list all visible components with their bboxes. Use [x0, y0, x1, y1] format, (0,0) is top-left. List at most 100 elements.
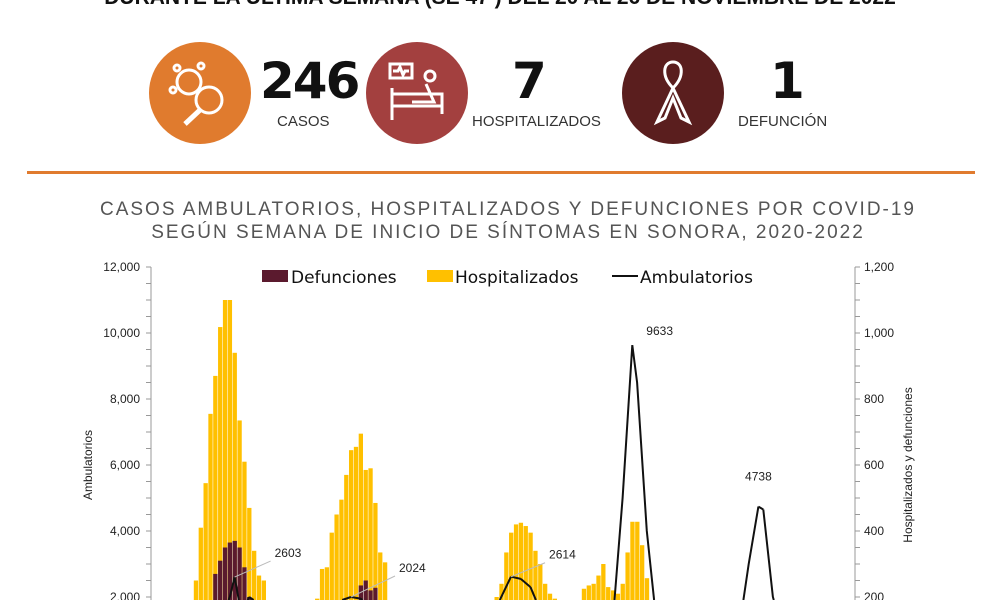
hospitalizados-bar	[640, 545, 645, 600]
hospitalized-badge	[366, 42, 468, 144]
y-tick-label: 2,000	[110, 590, 140, 600]
y2-tick-label: 1,000	[864, 326, 894, 340]
legend-defunciones: Defunciones	[291, 268, 397, 288]
hospitalizados-bar	[324, 567, 330, 600]
hospitalizados-bar	[591, 583, 596, 600]
hospitalizados-bar	[518, 522, 524, 600]
legend: Defunciones Hospitalizados Ambulatorios	[262, 268, 753, 288]
hospitalizados-bar	[368, 468, 373, 600]
hospitalizados-bar	[543, 583, 548, 600]
annotation-leader	[350, 575, 396, 598]
chart-title-line-1: CASOS AMBULATORIOS, HOSPITALIZADOS Y DEF…	[99, 199, 916, 220]
y-tick-label: 8,000	[110, 392, 140, 406]
y2-tick-label: 600	[864, 458, 884, 472]
hospitalizados-bar	[315, 598, 320, 600]
hospitalizados-bar	[353, 446, 359, 600]
virus-magnifier-icon	[168, 61, 224, 126]
legend-hospitalizados: Hospitalizados	[455, 268, 579, 288]
defunciones-bar	[373, 587, 378, 600]
hospitalizados-bar	[208, 413, 213, 600]
hospitalizados-bar	[635, 521, 640, 600]
y2-tick-label: 200	[864, 590, 884, 600]
hospitalizados-bar	[581, 588, 587, 600]
hospitalizados-bar	[606, 587, 611, 600]
deaths-count: 1	[770, 52, 805, 110]
cases-label: CASOS	[277, 113, 330, 130]
hospitalizados-bar	[552, 598, 557, 600]
annotation-label: 2024	[399, 561, 426, 575]
hospital-bed-icon	[388, 62, 444, 120]
chart-title-line-2: SEGÚN SEMANA DE INICIO DE SÍNTOMAS EN SO…	[151, 222, 865, 243]
y2-tick-label: 400	[864, 524, 884, 538]
y2-tick-label: 1,200	[864, 260, 894, 274]
y2-axis-label: Hospitalizados y defunciones	[901, 387, 915, 542]
hospitalizados-bar	[528, 532, 533, 600]
hospitalizados-bar	[596, 575, 601, 600]
hospitalizados-bar	[222, 300, 228, 600]
defunciones-bar	[218, 560, 223, 600]
hospitalizados-bar	[601, 564, 606, 600]
hospitalizados-bar	[339, 499, 344, 600]
hospitalizados-bar	[319, 568, 325, 600]
defunciones-bar	[227, 542, 233, 600]
defunciones-bar	[368, 590, 373, 600]
y-axis-label: Ambulatorios	[81, 430, 95, 500]
hospitalizados-bar	[349, 450, 354, 600]
hospitalizados-bar	[242, 461, 247, 600]
annotation-leader	[234, 560, 271, 578]
hospitalized-label: HOSPITALIZADOS	[472, 113, 601, 130]
cases-badge	[149, 42, 251, 144]
hospitalizados-bar	[620, 583, 625, 600]
deaths-badge	[622, 42, 724, 144]
legend-ambulatorios: Ambulatorios	[640, 268, 753, 288]
hospitalizados-bar	[499, 583, 504, 600]
cases-count: 246	[260, 52, 360, 110]
hospitalized-count: 7	[512, 52, 547, 110]
ribbon-icon	[653, 60, 693, 126]
hospitalizados-bar	[504, 552, 509, 600]
hospitalizados-bar	[358, 433, 363, 600]
hospitalizados-bar	[509, 532, 514, 600]
defunciones-bar	[222, 547, 228, 600]
hospitalizados-bar	[644, 578, 650, 600]
hospitalizados-bar	[523, 526, 528, 600]
divider	[27, 171, 975, 174]
hospitalizados-bar	[203, 483, 208, 600]
annotation-label: 4738	[745, 470, 772, 484]
annotation-label: 2603	[275, 546, 302, 560]
legend-swatch-defunciones	[262, 270, 288, 282]
hospitalizados-bar	[586, 585, 591, 600]
hospitalizados-bar	[625, 552, 630, 600]
hospitalizados-bar	[378, 552, 383, 600]
hospitalizados-bar	[538, 564, 543, 600]
hospitalizados-bar	[261, 580, 266, 600]
annotation-label: 9633	[646, 324, 673, 338]
annotation-label: 2614	[549, 548, 576, 562]
hospitalizados-bar	[610, 590, 616, 600]
hospitalizados-bar	[252, 550, 257, 600]
hospitalizados-bar	[198, 527, 203, 600]
ambulatorios-line	[227, 344, 775, 600]
hospitalizados-bar	[329, 532, 334, 600]
defunciones-bar	[213, 573, 218, 600]
hospitalizados-bar	[547, 593, 553, 600]
y-tick-label: 6,000	[110, 458, 140, 472]
hospitalizados-bar	[373, 502, 378, 600]
hospitalizados-bar	[334, 514, 339, 600]
hospitalizados-bar	[193, 580, 199, 600]
annotation-leader	[510, 562, 546, 578]
hospitalizados-bar	[494, 597, 499, 600]
defunciones-bar	[242, 567, 247, 600]
hospitalizados-bar	[218, 327, 223, 600]
header-title: DURANTE LA ÚLTIMA SEMANA (SE 47 ) DEL 20…	[0, 0, 1000, 10]
hospitalizados-bar	[232, 352, 237, 600]
defunciones-bar	[237, 547, 242, 600]
hospitalizados-bar	[237, 420, 242, 600]
hospitalizados-bar	[247, 507, 252, 600]
hospitalizados-bar	[227, 300, 233, 600]
hospitalizados-bar	[630, 521, 635, 600]
y2-tick-label: 800	[864, 392, 884, 406]
legend-swatch-hospitalizados	[427, 270, 453, 282]
